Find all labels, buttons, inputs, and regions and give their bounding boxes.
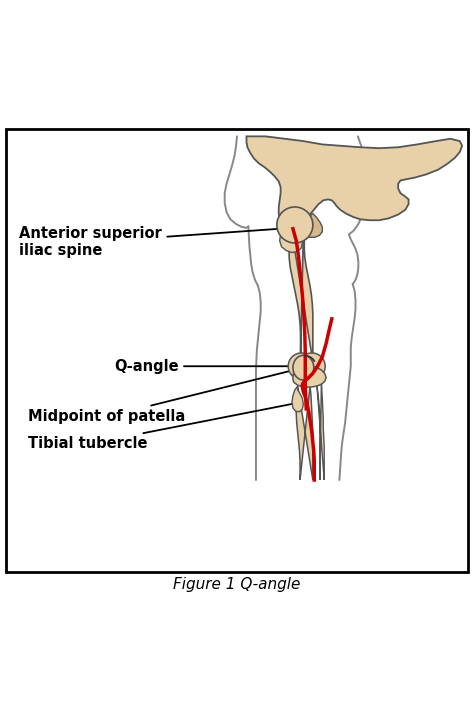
Polygon shape: [293, 364, 326, 387]
Polygon shape: [292, 386, 303, 411]
Polygon shape: [296, 386, 313, 480]
Text: Tibial tubercle: Tibial tubercle: [28, 403, 293, 451]
Text: Midpoint of patella: Midpoint of patella: [28, 368, 301, 424]
Text: Q-angle: Q-angle: [114, 359, 300, 374]
Ellipse shape: [293, 355, 314, 380]
Circle shape: [299, 353, 325, 380]
Polygon shape: [317, 382, 324, 480]
Circle shape: [288, 353, 315, 380]
Polygon shape: [280, 224, 302, 252]
Text: Anterior superior
iliac spine: Anterior superior iliac spine: [19, 226, 290, 258]
Polygon shape: [289, 233, 313, 362]
Polygon shape: [282, 215, 302, 236]
Circle shape: [277, 207, 313, 243]
Polygon shape: [301, 213, 322, 237]
Polygon shape: [246, 137, 462, 227]
Text: Figure 1 Q-angle: Figure 1 Q-angle: [173, 577, 301, 592]
